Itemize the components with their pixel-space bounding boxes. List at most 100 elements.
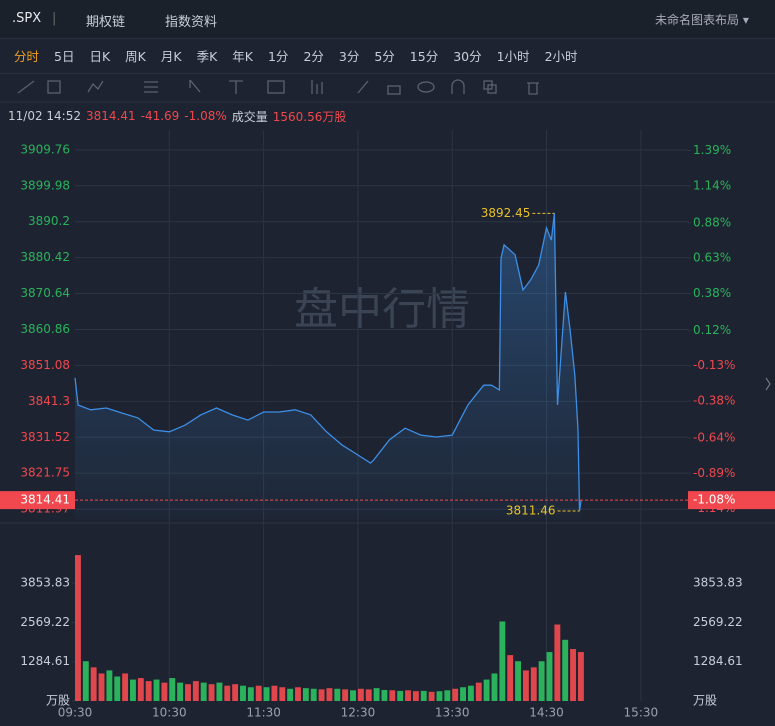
quote-volume: 1560.56万股 xyxy=(272,109,347,124)
volume-bar xyxy=(98,673,105,701)
y2-tick-label: 0.63% xyxy=(693,251,731,265)
top-bar: .SPX | 期权链 指数资料 未命名图表布局 ▾ xyxy=(0,0,775,39)
volume-bar xyxy=(499,621,506,701)
y-tick-label: 3899.98 xyxy=(20,178,70,192)
volume-bar xyxy=(444,690,451,701)
x-tick-label: 13:30 xyxy=(435,706,470,720)
volume-bar xyxy=(334,688,341,701)
y2-tick-label: -0.13% xyxy=(693,358,735,372)
volume-bar xyxy=(161,682,168,701)
period-tab[interactable]: 月K xyxy=(160,49,182,64)
current-price-label: 3814.41 xyxy=(20,493,70,507)
y2-tick-label: 0.12% xyxy=(693,323,731,337)
volume-tick-label: 2569.22 xyxy=(20,615,70,629)
volume-bar xyxy=(326,688,333,701)
volume-bar xyxy=(287,688,294,701)
volume-bar xyxy=(342,689,349,701)
quote-change-pct: -1.08% xyxy=(184,109,227,123)
extreme-label: 3892.45 xyxy=(481,206,531,220)
period-tab[interactable]: 5日 xyxy=(54,49,75,64)
volume-bar xyxy=(271,685,278,701)
volume-bar xyxy=(412,691,419,701)
watermark: 盘中行情 xyxy=(294,284,470,335)
index-info-link[interactable]: 指数资料 xyxy=(165,15,218,30)
x-tick-label: 10:30 xyxy=(152,706,187,720)
volume-label: 成交量 xyxy=(231,109,268,124)
volume-bar xyxy=(522,670,529,701)
volume-bar xyxy=(279,687,286,701)
period-tabs: 分时 5日 日K 周K 月K 季K 年K 1分 2分 3分 5分 15分 30分 1小时 2小时 xyxy=(0,38,775,74)
option-chain-link[interactable]: 期权链 xyxy=(86,15,126,30)
volume-bar xyxy=(436,691,443,701)
volume-bar xyxy=(483,679,490,701)
x-tick-label: 11:30 xyxy=(246,706,281,720)
volume-bar xyxy=(467,685,474,701)
volume-bar xyxy=(452,688,459,701)
volume-bar xyxy=(192,681,199,701)
quote-price: 3814.41 xyxy=(85,109,136,123)
volume-bar xyxy=(562,639,569,701)
period-tab[interactable]: 年K xyxy=(232,49,253,64)
volume-bar xyxy=(428,691,435,701)
y-tick-label: 3860.86 xyxy=(20,322,70,336)
period-tab[interactable]: 1小时 xyxy=(496,49,530,64)
period-tab[interactable]: 3分 xyxy=(338,49,360,64)
volume-bar xyxy=(75,555,81,701)
volume-bar xyxy=(208,684,215,701)
x-tick-label: 12:30 xyxy=(341,706,376,720)
volume-tick-label: 1284.61 xyxy=(20,654,70,668)
volume-bar xyxy=(381,689,388,701)
period-tab[interactable]: 日K xyxy=(89,49,111,64)
period-tab[interactable]: 分时 xyxy=(14,49,40,64)
y2-tick-label: -0.64% xyxy=(693,430,735,444)
period-tab[interactable]: 季K xyxy=(196,49,218,64)
period-tab[interactable]: 15分 xyxy=(409,49,439,64)
volume-bar xyxy=(389,690,396,701)
y-tick-label: 3851.08 xyxy=(20,358,70,372)
divider: | xyxy=(52,11,57,26)
volume-bar xyxy=(177,682,184,701)
volume-bar xyxy=(318,689,325,701)
period-tab[interactable]: 2分 xyxy=(303,49,324,64)
period-tab[interactable]: 2小时 xyxy=(544,49,578,64)
y-tick-label: 3831.52 xyxy=(20,430,70,444)
volume-bar xyxy=(153,679,160,701)
volume-bar xyxy=(137,678,144,701)
current-pct-box xyxy=(688,491,775,510)
volume-bar xyxy=(302,688,309,701)
period-tab[interactable]: 30分 xyxy=(453,49,482,64)
volume-bar xyxy=(577,652,584,701)
volume-bar xyxy=(420,690,427,701)
volume-bar xyxy=(570,648,577,701)
volume-bar xyxy=(114,676,121,701)
x-tick-label: 14:30 xyxy=(529,706,564,720)
volume-bar xyxy=(350,690,356,701)
volume-bar xyxy=(491,673,498,701)
volume-bar xyxy=(538,661,545,701)
volume-bar xyxy=(240,685,246,701)
volume-bar xyxy=(295,687,301,701)
volume-bar xyxy=(122,673,129,701)
period-tab[interactable]: 5分 xyxy=(374,49,395,64)
period-tab[interactable]: 1分 xyxy=(267,49,289,64)
y2-tick-label: 1.39% xyxy=(693,143,731,157)
volume-bar xyxy=(106,670,113,701)
quote-time: 11/02 14:52 xyxy=(8,109,81,123)
volume-bar xyxy=(530,667,537,701)
y2-tick-label: 0.38% xyxy=(693,286,731,300)
symbol: .SPX xyxy=(12,11,42,26)
volume-tick-label-right: 2569.22 xyxy=(693,615,743,629)
volume-bar xyxy=(310,688,317,701)
volume-bar xyxy=(216,682,223,701)
price-area xyxy=(75,213,582,520)
period-tab[interactable]: 周K xyxy=(125,49,146,64)
layout-menu[interactable]: 未命名图表布局 ▾ xyxy=(655,13,749,27)
volume-bar xyxy=(460,687,466,701)
y-tick-label: 3821.75 xyxy=(20,466,70,480)
volume-bar xyxy=(546,652,553,701)
y2-tick-label: 1.14% xyxy=(693,178,731,192)
y2-tick-label: 0.88% xyxy=(693,215,731,229)
volume-tick-label-right: 3853.83 xyxy=(693,576,743,590)
x-tick-label: 15:30 xyxy=(624,706,659,720)
